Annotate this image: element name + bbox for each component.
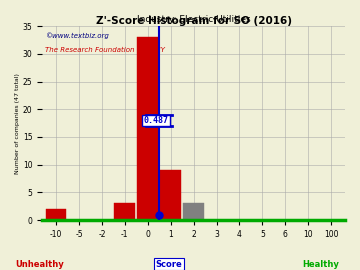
Text: ©www.textbiz.org: ©www.textbiz.org bbox=[45, 32, 109, 39]
Bar bbox=[183, 204, 204, 220]
Text: Industry: Electric Utilities: Industry: Electric Utilities bbox=[137, 15, 251, 24]
Bar bbox=[138, 37, 158, 220]
Title: Z'-Score Histogram for SO (2016): Z'-Score Histogram for SO (2016) bbox=[96, 16, 292, 26]
Text: 0.487: 0.487 bbox=[144, 116, 169, 125]
Text: Healthy: Healthy bbox=[302, 260, 339, 269]
Text: Unhealthy: Unhealthy bbox=[15, 260, 64, 269]
Text: Score: Score bbox=[156, 260, 183, 269]
Y-axis label: Number of companies (47 total): Number of companies (47 total) bbox=[15, 73, 20, 174]
Bar bbox=[46, 209, 66, 220]
Text: The Research Foundation of SUNY: The Research Foundation of SUNY bbox=[45, 48, 165, 53]
Bar bbox=[160, 170, 181, 220]
Bar bbox=[114, 204, 135, 220]
